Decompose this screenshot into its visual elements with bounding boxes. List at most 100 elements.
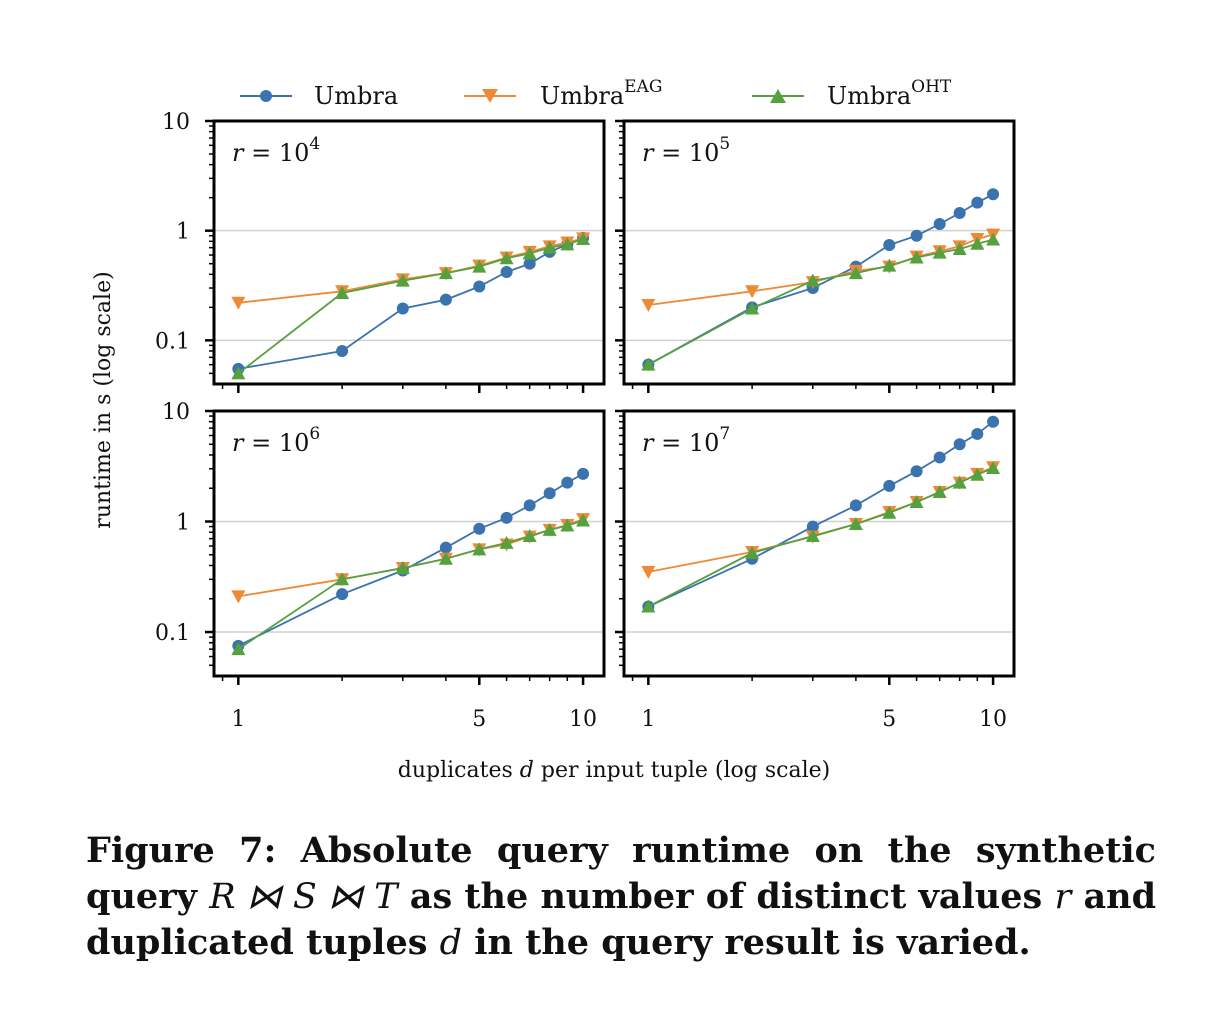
panel-label: r = 105 — [642, 134, 730, 167]
data-point — [986, 232, 1001, 246]
series-line — [237, 473, 584, 647]
data-point — [971, 427, 984, 440]
data-point — [336, 588, 349, 601]
data-point — [522, 528, 537, 542]
plot-frame — [622, 409, 1016, 678]
series-line — [647, 193, 994, 366]
y-tick-label: 0.1 — [155, 621, 190, 646]
data-point — [952, 242, 967, 256]
data-point — [500, 265, 513, 278]
data-point — [231, 590, 246, 604]
y-tick-label: 1 — [176, 220, 190, 245]
plot-frame — [622, 119, 1016, 386]
series-line — [648, 233, 994, 306]
data-point — [576, 231, 591, 245]
data-point — [882, 505, 897, 519]
data-point — [882, 258, 897, 272]
chart-panel-1: 0.1 1 10 r = 104 — [155, 110, 606, 393]
data-point — [805, 273, 820, 287]
data-point — [576, 513, 591, 527]
data-point — [542, 240, 557, 254]
data-point — [987, 415, 1000, 428]
data-point — [806, 520, 819, 533]
data-point — [543, 487, 556, 500]
data-point — [438, 266, 453, 280]
data-point — [910, 229, 923, 242]
x-tick-label: 1 — [641, 707, 655, 732]
data-point — [473, 280, 486, 293]
legend-marker-circle-icon — [260, 90, 272, 102]
data-point — [745, 285, 760, 299]
data-point — [971, 196, 984, 209]
data-point — [336, 344, 349, 357]
data-point — [335, 286, 350, 300]
data-point — [500, 511, 513, 524]
data-point — [438, 551, 453, 565]
data-point — [577, 467, 590, 480]
data-point — [641, 299, 656, 313]
data-point — [439, 293, 452, 306]
data-point — [953, 438, 966, 451]
series-line — [647, 467, 994, 608]
legend-item-umbra: Umbra — [240, 82, 398, 110]
data-point — [952, 475, 967, 489]
y-tick-label: 0.1 — [155, 329, 190, 354]
y-tick-label: 10 — [162, 110, 190, 135]
caption-prefix: Figure 7: Absolute query runtime on the … — [86, 830, 1156, 917]
data-point — [522, 246, 537, 260]
data-point — [472, 259, 487, 273]
caption-suffix: in the query result is varied. — [474, 922, 1031, 963]
data-point — [395, 560, 410, 574]
data-point — [848, 266, 863, 280]
data-point — [933, 218, 946, 231]
data-point — [910, 465, 923, 478]
panel-label: r = 104 — [232, 134, 320, 167]
data-point — [641, 565, 656, 579]
figure-caption: Figure 7: Absolute query runtime on the … — [86, 828, 1156, 966]
data-point — [499, 251, 514, 265]
caption-math-join: R ⋈ S ⋈ T — [209, 877, 398, 917]
data-point — [883, 239, 896, 252]
data-point — [909, 495, 924, 509]
y-axis-label: runtime in s (log scale) — [91, 271, 116, 528]
data-point — [439, 541, 452, 554]
data-point — [987, 188, 1000, 201]
data-point — [395, 273, 410, 287]
figure: Umbra UmbraEAG UmbraOHT runtime in s (lo… — [91, 77, 1016, 783]
data-point — [231, 366, 246, 380]
legend-label-umbra-eag: UmbraEAG — [540, 77, 662, 110]
x-tick-label: 10 — [569, 707, 597, 732]
legend-item-umbra-eag: UmbraEAG — [464, 77, 662, 110]
data-point — [745, 545, 760, 559]
caption-math-d: d — [439, 923, 463, 963]
chart-panel-4: 1 5 10 r = 107 — [615, 409, 1016, 732]
y-tick-label: 10 — [162, 400, 190, 425]
plot-frame — [212, 119, 606, 386]
y-tick-label: 1 — [176, 511, 190, 536]
data-point — [933, 451, 946, 464]
data-point — [848, 516, 863, 530]
series-line — [647, 420, 994, 608]
data-point — [473, 522, 486, 535]
data-point — [641, 357, 656, 371]
series-line — [238, 237, 584, 370]
data-point — [986, 460, 1001, 474]
data-point — [883, 479, 896, 492]
data-point — [560, 237, 575, 251]
chart-panel-3: 0.1 1 10 1 5 10 r = 106 — [155, 400, 606, 732]
data-point — [396, 302, 409, 315]
data-point — [560, 518, 575, 532]
data-point — [970, 236, 985, 250]
x-tick-label: 5 — [472, 707, 486, 732]
data-point — [932, 245, 947, 259]
caption-math-r: r — [1054, 877, 1072, 917]
data-point — [805, 528, 820, 542]
caption-mid: as the number of distinct values — [409, 876, 1043, 917]
data-point — [472, 542, 487, 556]
data-point — [932, 484, 947, 498]
panel-label: r = 107 — [642, 424, 730, 457]
data-point — [953, 206, 966, 219]
data-point — [231, 296, 246, 310]
data-point — [542, 522, 557, 536]
panel-label: r = 106 — [232, 424, 320, 457]
